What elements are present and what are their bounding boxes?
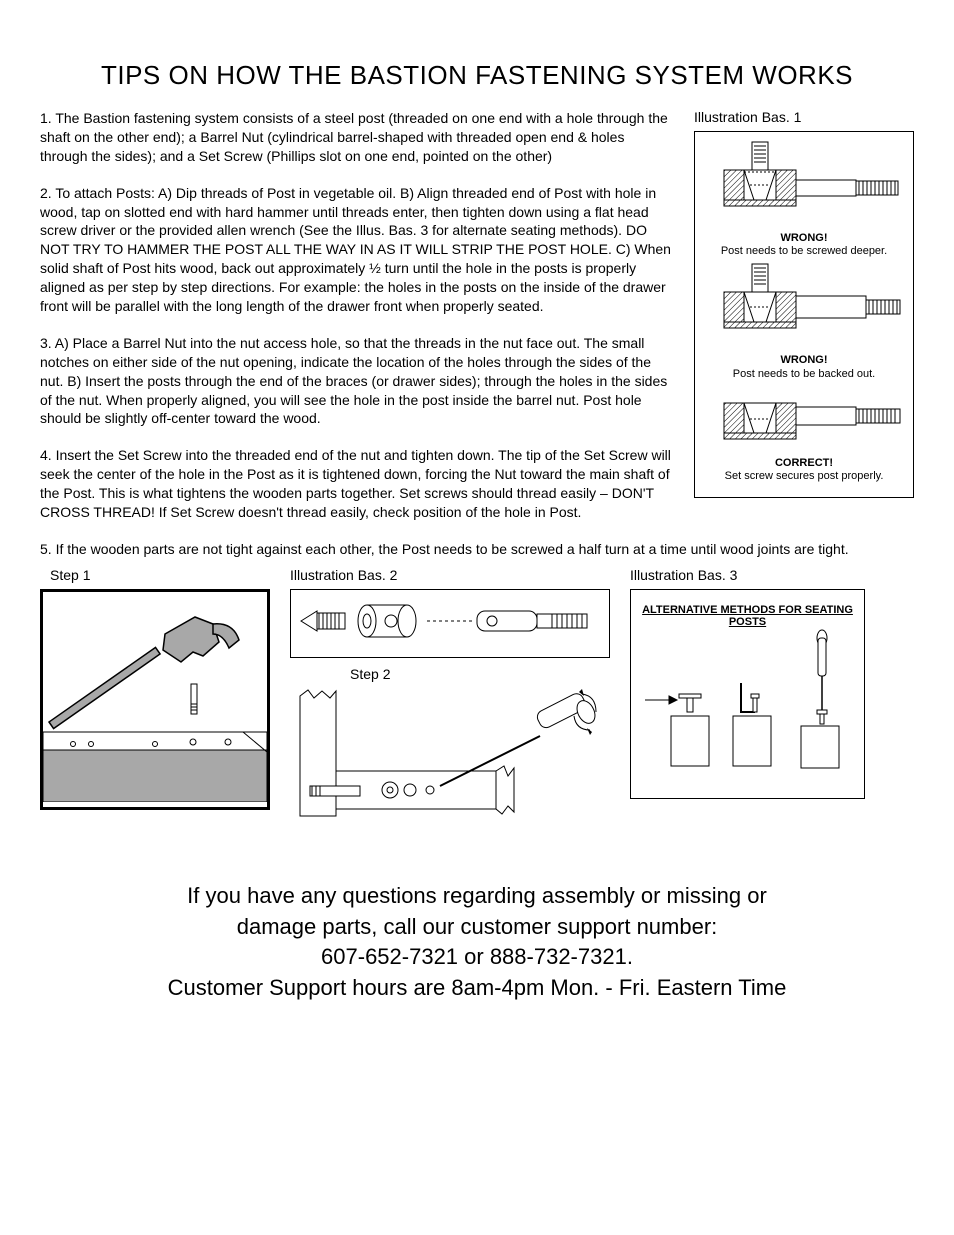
bas2-col: Illustration Bas. 2 xyxy=(290,567,610,841)
footer-line-2: damage parts, call our customer support … xyxy=(40,912,914,943)
bas1-diagram-2 xyxy=(704,262,904,352)
footer-line-4: Customer Support hours are 8am-4pm Mon. … xyxy=(40,973,914,1004)
step2-label: Step 2 xyxy=(350,666,610,682)
bas1-cap-3: CORRECT!Set screw secures post properly. xyxy=(701,457,907,483)
step1-label: Step 1 xyxy=(50,567,270,583)
step1-diagram xyxy=(43,592,267,802)
para-5: 5. If the wooden parts are not tight aga… xyxy=(40,540,914,559)
bas2-box-a xyxy=(290,589,610,658)
bas3-box: ALTERNATIVE METHODS FOR SEATING POSTS xyxy=(630,589,865,799)
top-section: 1. The Bastion fastening system consists… xyxy=(40,109,914,540)
para-1: 1. The Bastion fastening system consists… xyxy=(40,109,674,166)
bas1-diagram-3 xyxy=(704,385,904,455)
illustration-bas-1: Illustration Bas. 1 xyxy=(694,109,914,498)
bas3-title: ALTERNATIVE METHODS FOR SEATING POSTS xyxy=(637,604,858,628)
bas3-label: Illustration Bas. 3 xyxy=(630,567,865,583)
bas3-diagram xyxy=(637,628,857,778)
bas1-diagram-1 xyxy=(704,140,904,230)
footer: If you have any questions regarding asse… xyxy=(40,881,914,1004)
step1-box xyxy=(40,589,270,810)
bas1-cap-1: WRONG!Post needs to be screwed deeper. xyxy=(701,232,907,258)
para-3: 3. A) Place a Barrel Nut into the nut ac… xyxy=(40,334,674,428)
page-title: TIPS ON HOW THE BASTION FASTENING SYSTEM… xyxy=(40,60,914,91)
bas1-box: WRONG!Post needs to be screwed deeper. W… xyxy=(694,131,914,498)
bas1-label: Illustration Bas. 1 xyxy=(694,109,914,125)
bottom-section: Step 1 xyxy=(40,567,914,841)
footer-line-1: If you have any questions regarding asse… xyxy=(40,881,914,912)
step1-col: Step 1 xyxy=(40,567,270,810)
bas2-diagram-b xyxy=(290,686,608,836)
bas2-label: Illustration Bas. 2 xyxy=(290,567,610,583)
para-4: 4. Insert the Set Screw into the threade… xyxy=(40,446,674,522)
bas3-col: Illustration Bas. 3 ALTERNATIVE METHODS … xyxy=(630,567,865,799)
bas1-cap-2: WRONG!Post needs to be backed out. xyxy=(701,354,907,380)
para-2: 2. To attach Posts: A) Dip threads of Po… xyxy=(40,184,674,316)
footer-line-3: 607-652-7321 or 888-732-7321. xyxy=(40,942,914,973)
bas2-diagram-a xyxy=(297,596,602,646)
instructions-text: 1. The Bastion fastening system consists… xyxy=(40,109,674,540)
